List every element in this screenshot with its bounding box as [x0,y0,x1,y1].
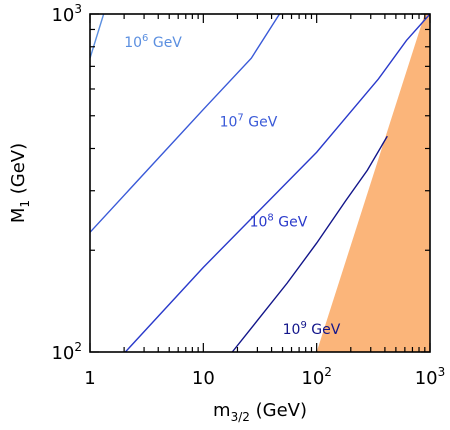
series-label-layer: 106 GeV 107 GeV 108 GeV 109 GeV [124,33,341,338]
plot-frame [89,13,431,353]
series-label-4: 109 GeV [283,320,341,338]
series-line-3 [124,13,431,353]
tick-label-layer: 1 10 102 103 102 103 [51,2,445,389]
excluded-region [316,14,430,352]
series-label-3: 108 GeV [250,213,308,231]
series-label-2: 107 GeV [220,112,278,130]
series-layer [89,13,431,353]
y-axis-label: M1 (GeV) [8,143,32,223]
series-line-2 [89,13,281,233]
excluded-region-layer [316,14,430,352]
x-axis-label: m3/2 (GeV) [213,400,307,424]
y-tick-label: 103 [51,2,82,26]
x-tick-label: 10 [192,368,215,389]
series-line-1 [89,13,105,59]
y-tick-label: 102 [51,340,82,364]
x-tick-label: 1 [84,368,95,389]
series-label-1: 106 GeV [124,33,182,51]
x-tick-label: 102 [301,365,332,389]
x-tick-label: 103 [415,365,446,389]
series-line-4 [231,135,388,353]
